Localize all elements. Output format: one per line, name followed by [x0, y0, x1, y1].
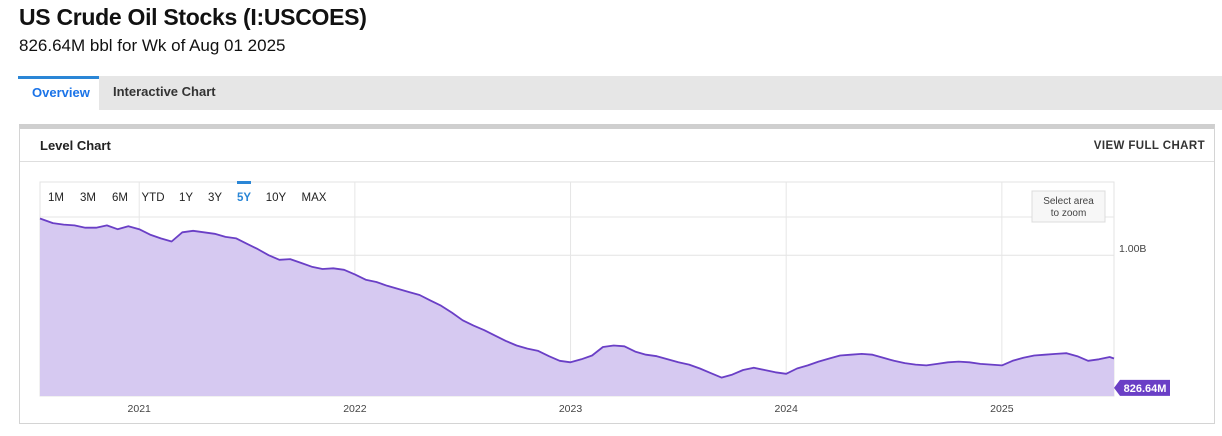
range-button-3m[interactable]: 3M: [80, 192, 96, 204]
range-button-5y[interactable]: 5Y: [237, 192, 251, 204]
series-area: [40, 218, 1114, 396]
series-line: [39, 217, 1115, 379]
zoom-hint-box: [1031, 190, 1106, 223]
last-value-badge: [1114, 379, 1170, 396]
range-button-10y[interactable]: 10Y: [266, 192, 287, 204]
chart-area-layer: [39, 217, 1115, 396]
range-selector: 1M 3M 6M YTD 1Y 3Y 5Y 10Y MAX: [48, 181, 327, 204]
card-header: Level Chart VIEW FULL CHART: [20, 129, 1214, 162]
last-value-label: 826.64M: [1124, 383, 1167, 395]
tab-interactive-chart[interactable]: Interactive Chart: [113, 84, 216, 99]
page-subtitle: 826.64M bbl for Wk of Aug 01 2025: [19, 36, 286, 55]
view-full-chart-link[interactable]: VIEW FULL CHART: [1093, 140, 1205, 152]
range-active-indicator: [237, 181, 251, 184]
y-tick-label: 1.00B: [1119, 243, 1146, 255]
zoom-hint-text: to zoom: [1051, 208, 1087, 219]
last-value-marker: 826.64M: [1114, 379, 1170, 396]
range-button-3y[interactable]: 3Y: [208, 192, 222, 204]
range-button-max[interactable]: MAX: [302, 192, 327, 204]
x-tick-label: 2024: [775, 403, 799, 415]
card-title: Level Chart: [40, 138, 111, 153]
range-button-1y[interactable]: 1Y: [179, 192, 193, 204]
range-button-6m[interactable]: 6M: [112, 192, 128, 204]
range-button-1m[interactable]: 1M: [48, 192, 64, 204]
chart-ticks: 2021 2022 2023 2024 2025 1.00B: [128, 243, 1147, 415]
x-tick-label: 2021: [128, 403, 152, 415]
zoom-hint-text: Select area: [1043, 196, 1094, 207]
x-tick-label: 2022: [343, 403, 367, 415]
page-title: US Crude Oil Stocks (I:USCOES): [19, 4, 367, 30]
x-tick-label: 2025: [990, 403, 1014, 415]
x-tick-label: 2023: [559, 403, 583, 415]
range-button-ytd[interactable]: YTD: [142, 192, 165, 204]
tab-bar: Overview Interactive Chart: [18, 76, 1222, 110]
tab-overview[interactable]: Overview: [18, 76, 99, 110]
